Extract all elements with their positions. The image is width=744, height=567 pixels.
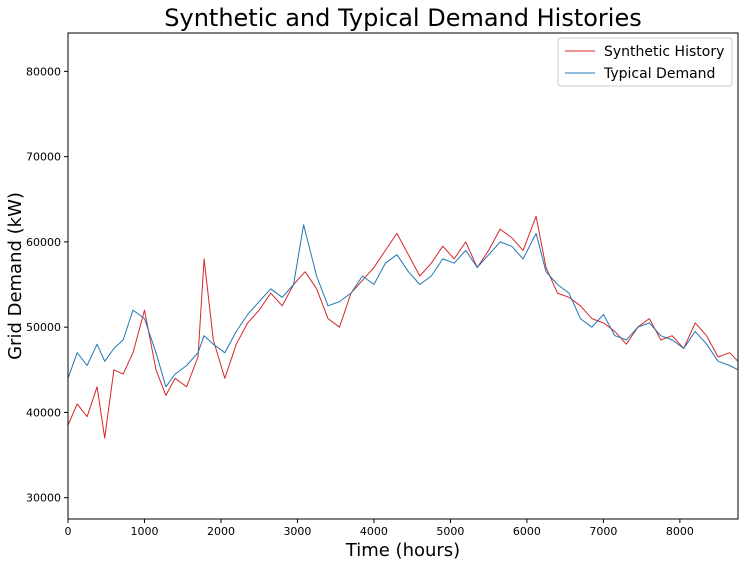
plot-frame	[67, 32, 739, 520]
x-tick-label: 7000	[589, 525, 617, 538]
y-tick-label: 70000	[26, 151, 61, 164]
legend: Synthetic History Typical Demand	[557, 37, 733, 87]
y-axis-label: Grid Demand (kW)	[5, 192, 26, 360]
x-axis: 0 1000 2000 3000 4000 5000 6000 7000 8000	[65, 519, 694, 538]
x-tick-label: 0	[65, 525, 72, 538]
x-tick-label: 5000	[436, 525, 464, 538]
plot-area	[67, 215, 739, 439]
x-tick-label: 3000	[283, 525, 311, 538]
legend-label-typical-demand: Typical Demand	[603, 66, 715, 82]
legend-label-synthetic-history: Synthetic History	[604, 44, 724, 60]
y-axis: 30000 40000 50000 60000 70000 80000	[26, 65, 68, 505]
y-tick-label: 80000	[26, 65, 61, 78]
x-tick-label: 4000	[360, 525, 388, 538]
y-tick-label: 50000	[26, 321, 61, 334]
x-tick-label: 8000	[666, 525, 694, 538]
x-tick-label: 6000	[513, 525, 541, 538]
x-tick-label: 2000	[207, 525, 235, 538]
chart-title: Synthetic and Typical Demand Histories	[164, 4, 641, 32]
series-line-synthetic-history	[67, 215, 739, 439]
y-tick-label: 40000	[26, 406, 61, 419]
x-axis-label: Time (hours)	[345, 540, 460, 561]
series-line-typical-demand	[67, 224, 739, 388]
y-tick-label: 30000	[26, 492, 61, 505]
x-tick-label: 1000	[130, 525, 158, 538]
legend-box	[557, 37, 733, 87]
y-tick-label: 60000	[26, 236, 61, 249]
